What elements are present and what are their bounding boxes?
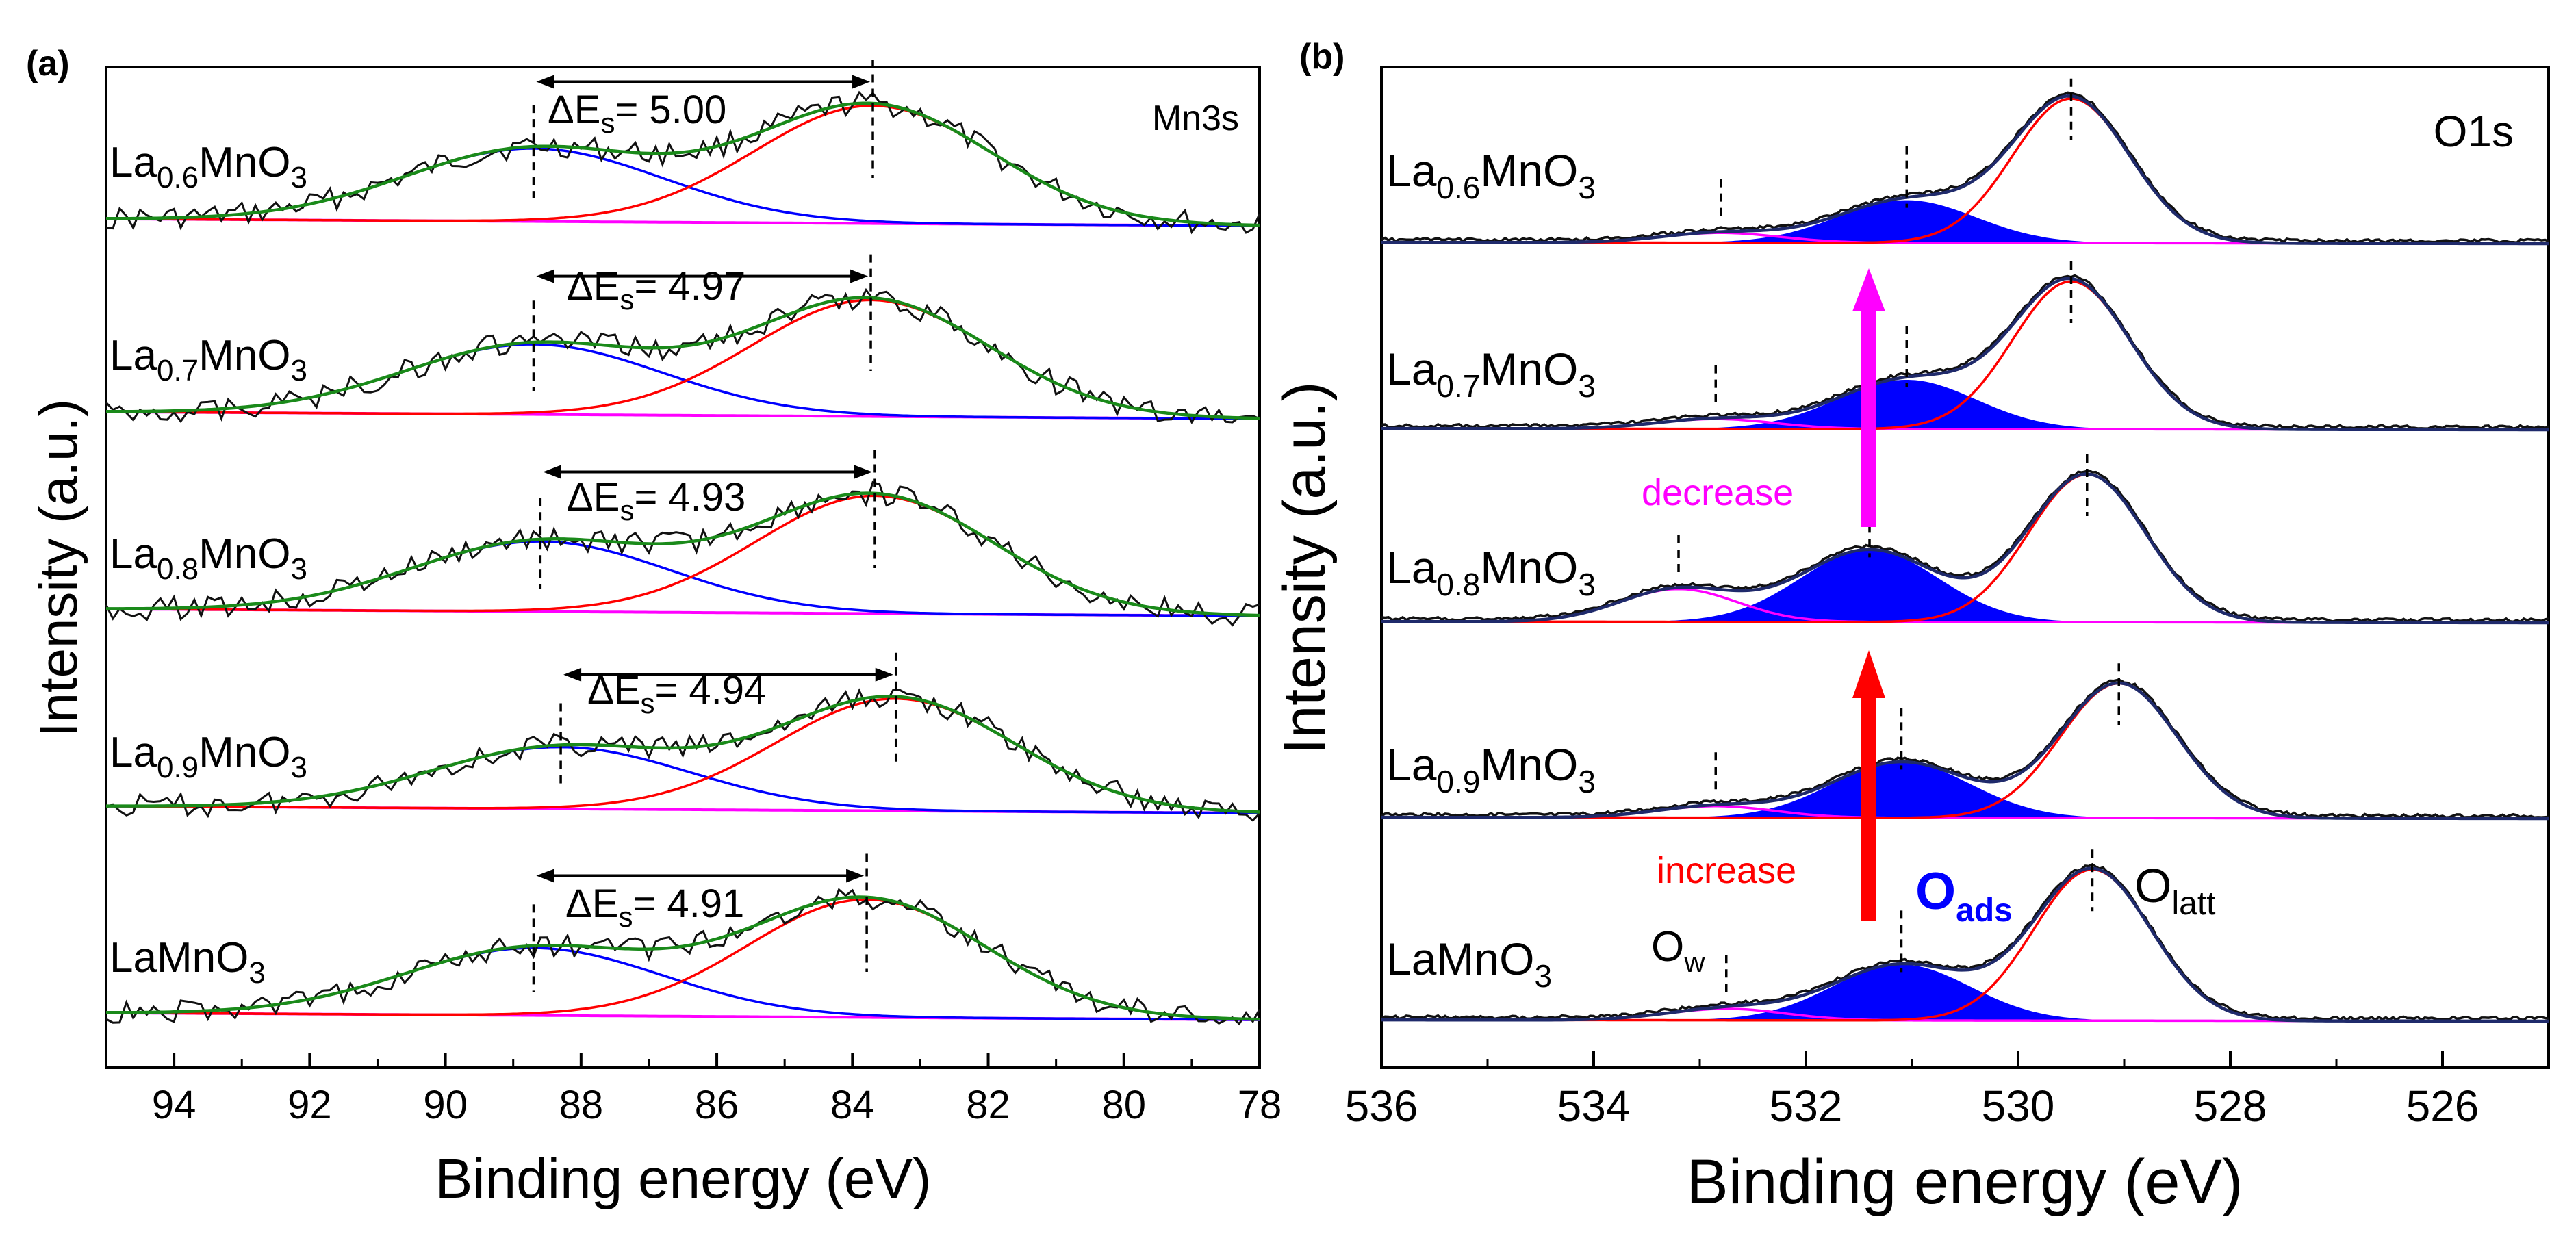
panel-a-spectrum	[105, 450, 1260, 627]
panel-b-tick-label: 530	[1982, 1081, 2055, 1131]
o-latt-label: Olatt	[2134, 859, 2215, 922]
panel-b-o-ads-fill	[1381, 380, 2549, 430]
panel-a-tick-label: 82	[966, 1083, 1010, 1127]
panel-a-arrow-head	[854, 465, 873, 479]
panel-b-tick-label: 536	[1345, 1081, 1418, 1131]
panel-a-tick-label: 90	[423, 1083, 468, 1127]
panel-b-spectra	[1381, 78, 2549, 1023]
panel-b-spectrum	[1381, 78, 2549, 246]
panel-a-tick-label: 78	[1238, 1083, 1282, 1127]
panel-a-ylabel: Intensity (a.u.)	[28, 399, 88, 737]
panel-a-raw-data	[105, 90, 1261, 235]
panel-a-fit-envelope	[106, 491, 1260, 617]
panel-a-arrow-head	[850, 269, 869, 283]
panel-b-ylabel: Intensity (a.u.)	[1272, 382, 1338, 755]
panel-b-spectrum	[1381, 261, 2549, 432]
panel-b-sample-label-0: La0.6MnO3	[1386, 145, 1596, 205]
panel-a-tick-label: 84	[830, 1083, 875, 1127]
panel-a-raw-data	[105, 688, 1261, 822]
panel-b-tick-label: 526	[2406, 1081, 2479, 1131]
panel-a-delta-label-2: ΔEs= 4.93	[567, 475, 745, 526]
panel-a-fit-envelope	[106, 101, 1260, 227]
panel-b-xlabel: Binding energy (eV)	[1686, 1147, 2243, 1217]
panel-a-spectrum	[105, 853, 1261, 1026]
panel-a-arrow-head	[543, 465, 561, 479]
panel-b-o-ads-fill	[1381, 964, 2549, 1021]
panel-a-fit-envelope	[106, 695, 1260, 814]
panel-a-fit-envelope	[106, 296, 1260, 420]
panel-b-fit-envelope	[1381, 866, 2549, 1023]
panel-b: (b) O1s Intensity (a.u.) Binding energy …	[1272, 37, 2550, 1217]
panel-a-arrow-head	[563, 667, 582, 682]
panel-a-arrow-head	[846, 869, 865, 883]
panel-b-spectrum	[1381, 849, 2549, 1023]
decrease-label: decrease	[1642, 472, 1794, 513]
increase-label: increase	[1657, 850, 1796, 891]
panel-b-tick-label: 528	[2194, 1081, 2267, 1131]
panel-a-spectrum	[105, 254, 1260, 424]
panel-a-sample-label-4: LaMnO3	[110, 934, 266, 990]
panel-a-delta-label-3: ΔEs= 4.94	[587, 668, 766, 719]
panel-a-spectra	[105, 60, 1261, 1026]
panel-a-sample-label-1: La0.7MnO3	[110, 332, 307, 387]
panel-a-x-axis: 94 92 90 88 86 84 82 80 78	[105, 1053, 1282, 1127]
panel-b-raw-data	[1381, 678, 2549, 819]
panel-b-o-ads-fill	[1381, 550, 2549, 623]
panel-a-tick-label: 80	[1102, 1083, 1147, 1127]
panel-b-sample-label-1: La0.7MnO3	[1386, 344, 1596, 404]
panel-a-arrow-head	[852, 75, 871, 89]
panel-b-tick-label: 534	[1557, 1081, 1631, 1131]
panel-b-raw-data	[1381, 469, 2549, 624]
panel-a-label: (a)	[26, 44, 70, 83]
panel-a: (a) Mn3s Intensity (a.u.) Binding energy…	[26, 44, 1281, 1210]
panel-a-delta-label-1: ΔEs= 4.97	[567, 264, 745, 316]
panel-a-arrow-head	[875, 667, 893, 682]
panel-a-tick-label: 94	[152, 1083, 196, 1127]
panel-a-delta-label-0: ΔEs= 5.00	[548, 88, 726, 139]
panel-b-fit-envelope	[1381, 277, 2549, 432]
panel-a-spectrum	[105, 60, 1261, 235]
decrease-arrow	[1852, 268, 1885, 527]
panel-a-high-be-peak	[106, 947, 1260, 1021]
panel-b-fit-envelope	[1381, 681, 2549, 821]
panel-b-tick-label: 532	[1770, 1081, 1843, 1131]
panel-a-arrow-head	[536, 75, 554, 89]
panel-a-tick-label: 88	[559, 1083, 604, 1127]
panel-b-sample-label-2: La0.8MnO3	[1386, 542, 1596, 602]
panel-b-sample-label-3: La0.9MnO3	[1386, 739, 1596, 799]
o-w-label: Ow	[1651, 923, 1705, 978]
panel-b-spectrum	[1381, 663, 2549, 821]
panel-b-sample-label-4: LaMnO3	[1386, 934, 1552, 994]
panel-a-fit-envelope	[106, 895, 1260, 1021]
panel-b-x-axis: 536 534 532 530 528 526	[1345, 1051, 2479, 1131]
panel-b-core-level: O1s	[2434, 107, 2514, 156]
panel-a-tick-label: 86	[695, 1083, 739, 1127]
panel-a-frame	[105, 66, 1261, 1069]
panel-b-spectrum	[1381, 454, 2549, 625]
panel-b-label: (b)	[1299, 37, 1344, 77]
panel-a-tick-label: 92	[288, 1083, 332, 1127]
panel-a-raw-data	[105, 888, 1261, 1026]
panel-b-o-ads-fill	[1381, 762, 2549, 819]
panel-a-sample-label-0: La0.6MnO3	[110, 139, 307, 194]
panel-a-spectrum	[105, 652, 1261, 822]
panel-b-fit-envelope	[1381, 94, 2549, 246]
panel-b-fit-envelope	[1381, 472, 2549, 625]
panel-a-arrow-head	[536, 869, 554, 883]
panel-a-arrow-head	[536, 269, 554, 283]
panel-a-sample-label-3: La0.9MnO3	[110, 729, 307, 784]
increase-arrow	[1852, 650, 1885, 921]
panel-a-raw-data	[105, 287, 1260, 424]
panel-b-frame	[1380, 66, 2550, 1069]
panel-b-o-ads-fill	[1381, 200, 2549, 244]
o-ads-label: Oads	[1915, 862, 2013, 929]
panel-a-core-level: Mn3s	[1152, 99, 1239, 138]
panel-a-sample-label-2: La0.8MnO3	[110, 530, 307, 586]
panel-a-xlabel: Binding energy (eV)	[435, 1148, 932, 1210]
panel-a-delta-label-4: ΔEs= 4.91	[565, 882, 744, 933]
